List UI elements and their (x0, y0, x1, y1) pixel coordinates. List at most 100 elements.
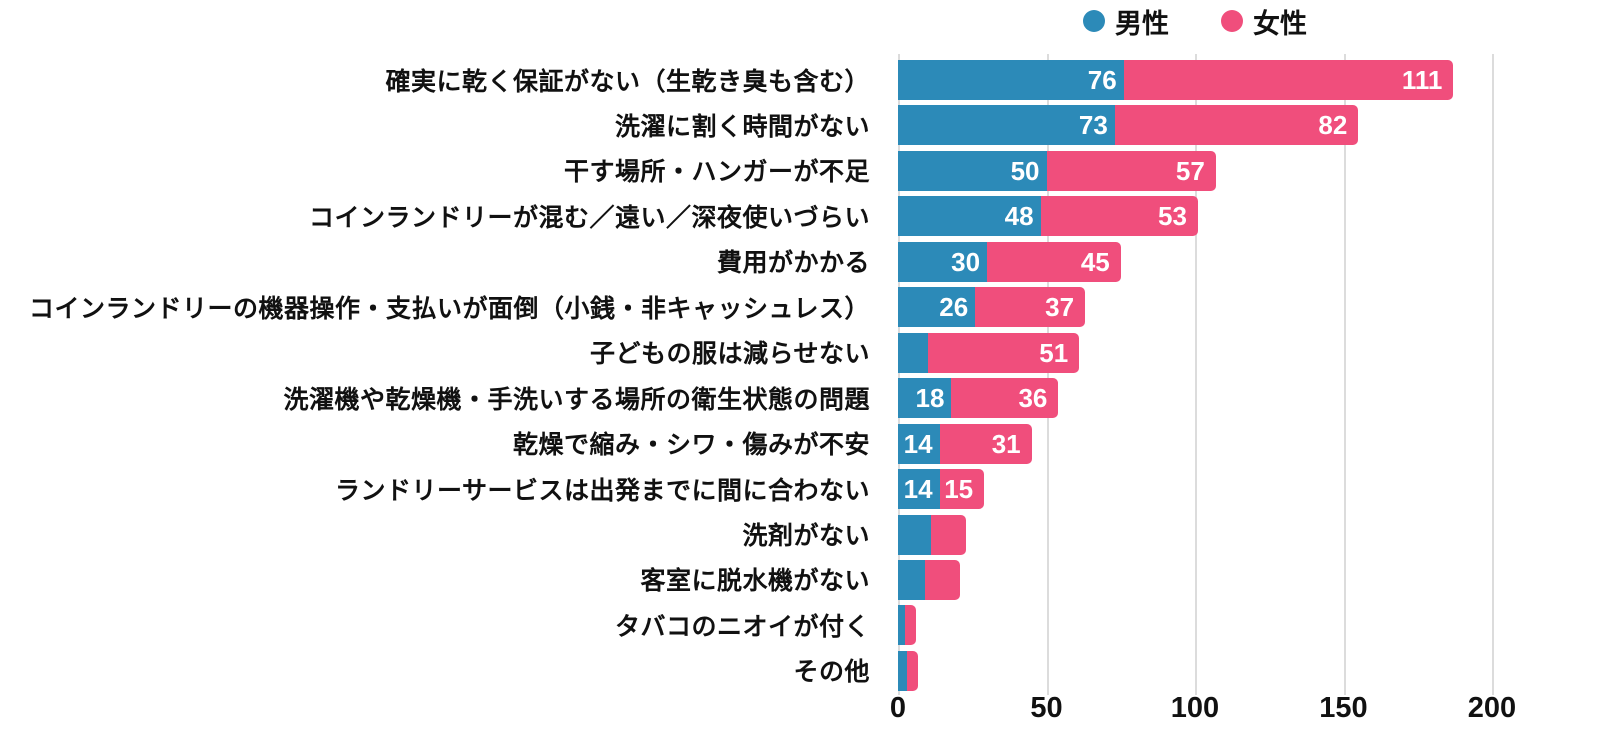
gridline-100 (1195, 54, 1197, 695)
bar-value-label: 14 (903, 474, 933, 505)
table-row: 確実に乾く保証がない（生乾き臭も含む） 76 111 (0, 57, 1600, 102)
stacked-bar: 76 111 (898, 60, 1454, 100)
female-bar-segment: 53 (1040, 196, 1198, 237)
category-label: 干す場所・ハンガーが不足 (563, 158, 870, 187)
x-tick-label-200: 200 (1467, 692, 1517, 724)
category-label: 洗濯機や乾燥機・手洗いする場所の衛生状態の問題 (283, 385, 870, 414)
bar-rows: 確実に乾く保証がない（生乾き臭も含む） 76 111 洗濯に割く時間がない 73 82 干す… (0, 57, 1600, 694)
bar-value-label: 82 (1318, 110, 1348, 141)
stacked-bar: 14 31 (898, 423, 1032, 464)
gridline-150 (1343, 54, 1346, 695)
category-label: ランドリーサービスは出発までに間に合わない (334, 476, 870, 505)
bar-value-label: 48 (1004, 201, 1034, 232)
female-bar-segment (930, 514, 967, 555)
legend-swatch-icon (1221, 10, 1243, 32)
male-bar-segment (898, 514, 931, 555)
table-row: コインランドリーの機器操作・支払いが面倒（小銭・非キャッシュレス） 26 37 (0, 284, 1600, 329)
bar-value-label: 15 (944, 474, 974, 505)
legend-label: 男性 (1115, 8, 1169, 39)
stacked-bar: 30 45 (898, 241, 1121, 282)
stacked-bar: 14 15 (898, 469, 985, 510)
legend-swatch-icon (1083, 10, 1105, 32)
bar-value-label: 111 (1401, 65, 1443, 95)
male-bar-segment: 30 (898, 241, 988, 282)
bar-value-label: 31 (991, 428, 1021, 459)
x-axis: 0 50 100 150 200 (890, 692, 1516, 737)
bar-value-label: 45 (1080, 246, 1110, 277)
table-row: コインランドリーが混む／遠い／深夜使いづらい 48 53 (0, 193, 1600, 238)
table-row: 子どもの服は減らせない 51 (0, 330, 1600, 375)
bar-value-label: 36 (1018, 383, 1048, 414)
stacked-bar: 51 (898, 332, 1080, 373)
gridline-0 (898, 54, 900, 695)
bar-value-label: 37 (1045, 292, 1075, 323)
table-row: 費用がかかる 30 45 (0, 239, 1600, 284)
male-bar-segment: 26 (898, 287, 976, 328)
stacked-bar: 48 53 (898, 196, 1198, 237)
gridline-layer (898, 54, 1494, 695)
stacked-bar: 73 82 (898, 105, 1359, 146)
male-bar-segment (898, 332, 928, 373)
table-row: 洗濯に割く時間がない 73 82 (0, 102, 1600, 147)
female-bar-segment (906, 650, 918, 691)
stacked-bar: 50 57 (898, 150, 1216, 191)
female-bar-segment: 82 (1114, 105, 1359, 146)
male-bar-segment: 48 (898, 196, 1041, 237)
female-bar-segment: 57 (1046, 150, 1216, 191)
male-bar-segment: 14 (898, 469, 940, 510)
female-bar-segment: 31 (939, 423, 1032, 464)
category-label: 洗濯に割く時間がない (614, 112, 870, 141)
table-row: タバコのニオイが付く (0, 602, 1600, 647)
table-row: ランドリーサービスは出発までに間に合わない 14 15 (0, 466, 1600, 511)
male-bar-segment: 73 (898, 105, 1115, 146)
bar-value-label: 14 (903, 428, 933, 459)
chart-legend: 男性 女性 (898, 0, 1492, 42)
category-label: タバコのニオイが付く (614, 612, 870, 641)
male-bar-segment (898, 650, 907, 691)
bar-value-label: 57 (1175, 155, 1205, 186)
table-row: 洗剤がない (0, 512, 1600, 557)
stacked-bar: 26 37 (898, 287, 1086, 328)
category-label: コインランドリーの機器操作・支払いが面倒（小銭・非キャッシュレス） (28, 294, 870, 323)
female-bar-segment: 37 (975, 287, 1086, 328)
stacked-bar (898, 650, 918, 691)
category-label: 子どもの服は減らせない (589, 340, 870, 369)
bar-value-label: 30 (951, 246, 981, 277)
bar-value-label: 50 (1010, 155, 1040, 186)
female-bar-segment: 111 (1123, 60, 1454, 100)
category-label: 乾燥で縮み・シワ・傷みが不安 (512, 431, 870, 460)
table-row: 客室に脱水機がない (0, 557, 1600, 602)
table-row: 干す場所・ハンガーが不足 50 57 (0, 148, 1600, 193)
bar-value-label: 73 (1078, 110, 1108, 141)
female-bar-segment: 36 (951, 378, 1059, 419)
bar-value-label: 53 (1158, 201, 1187, 232)
x-tick-label-100: 100 (1170, 692, 1220, 724)
category-label: コインランドリーが混む／遠い／深夜使いづらい (308, 203, 870, 232)
male-bar-segment: 50 (898, 150, 1047, 191)
female-bar-segment: 51 (927, 332, 1080, 373)
legend-label: 女性 (1253, 8, 1307, 39)
category-label: その他 (793, 658, 870, 687)
legend-item-女性: 女性 (1221, 2, 1307, 41)
bar-value-label: 18 (915, 383, 945, 414)
gridline-200 (1492, 54, 1494, 695)
category-label: 客室に脱水機がない (640, 567, 870, 596)
table-row: その他 (0, 648, 1600, 693)
male-bar-segment: 18 (898, 378, 952, 419)
male-bar-segment: 14 (898, 423, 940, 464)
x-tick-label-0: 0 (889, 692, 907, 724)
x-tick-label-50: 50 (1030, 692, 1063, 724)
stacked-bar (898, 559, 961, 600)
stacked-bar (898, 605, 916, 646)
legend-item-男性: 男性 (1083, 2, 1169, 41)
female-bar-segment: 15 (939, 469, 985, 510)
bar-value-label: 51 (1039, 337, 1069, 368)
bar-value-label: 76 (1087, 65, 1117, 95)
male-bar-segment: 76 (898, 60, 1124, 100)
category-label: 費用がかかる (716, 249, 870, 278)
gridline-50 (1046, 54, 1049, 695)
x-tick-label-150: 150 (1319, 692, 1368, 724)
stacked-bar (898, 514, 967, 555)
bar-value-label: 26 (939, 292, 969, 323)
